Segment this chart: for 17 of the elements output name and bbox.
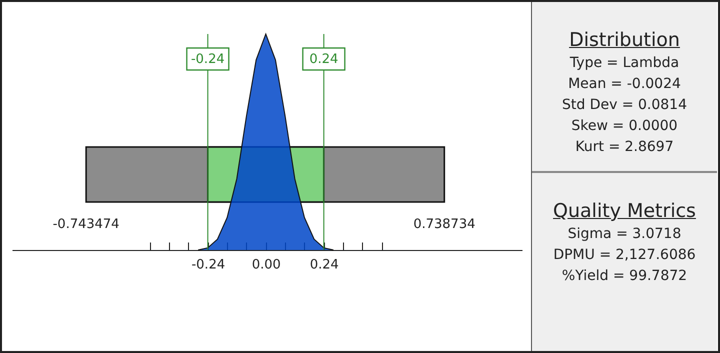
annotation: 0.738734 [413,217,476,232]
text: Sigma = 3.0718 [566,225,682,244]
x-tick-label: 0.24 [310,258,339,272]
text: Skew = 0.0000 [570,117,679,136]
annotation: -0.743474 [52,217,120,232]
text: Quality Metrics [552,200,697,222]
text: Mean = -0.0024 [567,75,682,94]
text: Kurt = 2.8697 [574,138,675,157]
x-tick-label: 0.00 [252,258,281,272]
text: Distribution [568,29,681,51]
text: Type = Lambda [568,54,680,73]
x-tick-label: -0.24 [191,258,226,272]
text: Std Dev = 0.0814 [560,96,688,115]
ref-line-label: -0.24 [190,52,225,67]
ref-line-label: 0.24 [309,52,338,67]
text: DPMU = 2,127.6086 [552,246,697,265]
text: %Yield = 99.7872 [560,267,688,286]
